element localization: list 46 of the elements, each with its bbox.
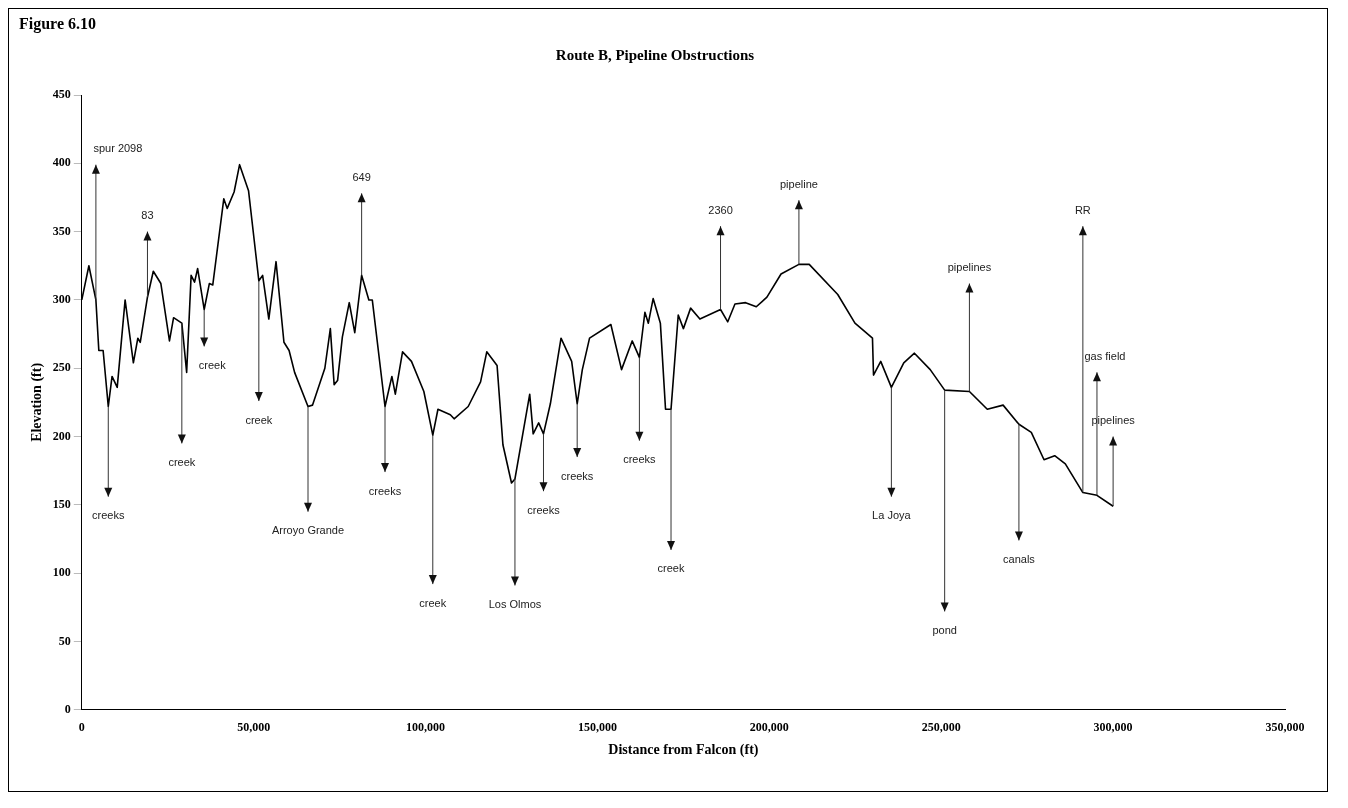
y-tick-label: 150 <box>52 496 71 511</box>
annotation: spur 2098 <box>93 142 143 155</box>
annotation: creeks <box>92 509 125 522</box>
annotation: Arroyo Grande <box>271 524 345 537</box>
caption: Figure 6.10 <box>18 14 98 33</box>
x-tick-label: 250,000 <box>921 720 961 735</box>
annotation: creek <box>419 596 447 609</box>
annotation: Los Olmos <box>488 598 542 611</box>
annotation: gas field <box>1084 349 1126 362</box>
y-tick-label: 50 <box>58 633 71 648</box>
annotation: 2360 <box>708 203 733 216</box>
x-tick-label: 100,000 <box>406 720 446 735</box>
x-tick-label: 150,000 <box>577 720 617 735</box>
annotation: pipelines <box>1091 414 1136 427</box>
x-tick-label: 0 <box>78 720 85 735</box>
x-tick-label: 200,000 <box>749 720 789 735</box>
chart-title: Route B, Pipeline Obstructions <box>555 46 755 63</box>
x-tick-label: 50,000 <box>237 720 271 735</box>
y-tick-label: 250 <box>52 360 71 375</box>
annotation: pipelines <box>947 261 992 274</box>
x-tick-label: 300,000 <box>1093 720 1133 735</box>
annotation: pond <box>932 623 957 636</box>
annotation: 83 <box>141 209 154 222</box>
x-axis-title: Distance from Falcon (ft) <box>608 742 759 759</box>
annotation: creek <box>657 562 685 575</box>
annotation: creek <box>245 413 273 426</box>
y-tick-label: 450 <box>52 87 71 102</box>
annotation: RR <box>1074 203 1091 216</box>
annotation: La Joya <box>872 509 912 522</box>
y-tick-label: 400 <box>52 155 71 170</box>
annotation: creeks <box>623 453 657 466</box>
annotation: canals <box>1003 552 1036 565</box>
y-tick-label: 300 <box>52 292 71 307</box>
annotation: creeks <box>527 503 561 516</box>
x-tick-label: 350,000 <box>1265 720 1305 735</box>
annotation: creek <box>198 358 227 371</box>
y-tick-label: 350 <box>52 223 71 238</box>
annotation: 649 <box>352 170 371 183</box>
annotation: creek <box>168 455 196 468</box>
annotation: creeks <box>560 469 594 482</box>
annotation: creeks <box>368 484 402 497</box>
y-tick-label: 0 <box>64 701 71 716</box>
y-tick-label: 200 <box>52 428 71 443</box>
annotation: pipeline <box>779 177 818 190</box>
y-tick-label: 100 <box>52 565 71 580</box>
y-axis-title: Elevation (ft) <box>29 362 46 442</box>
